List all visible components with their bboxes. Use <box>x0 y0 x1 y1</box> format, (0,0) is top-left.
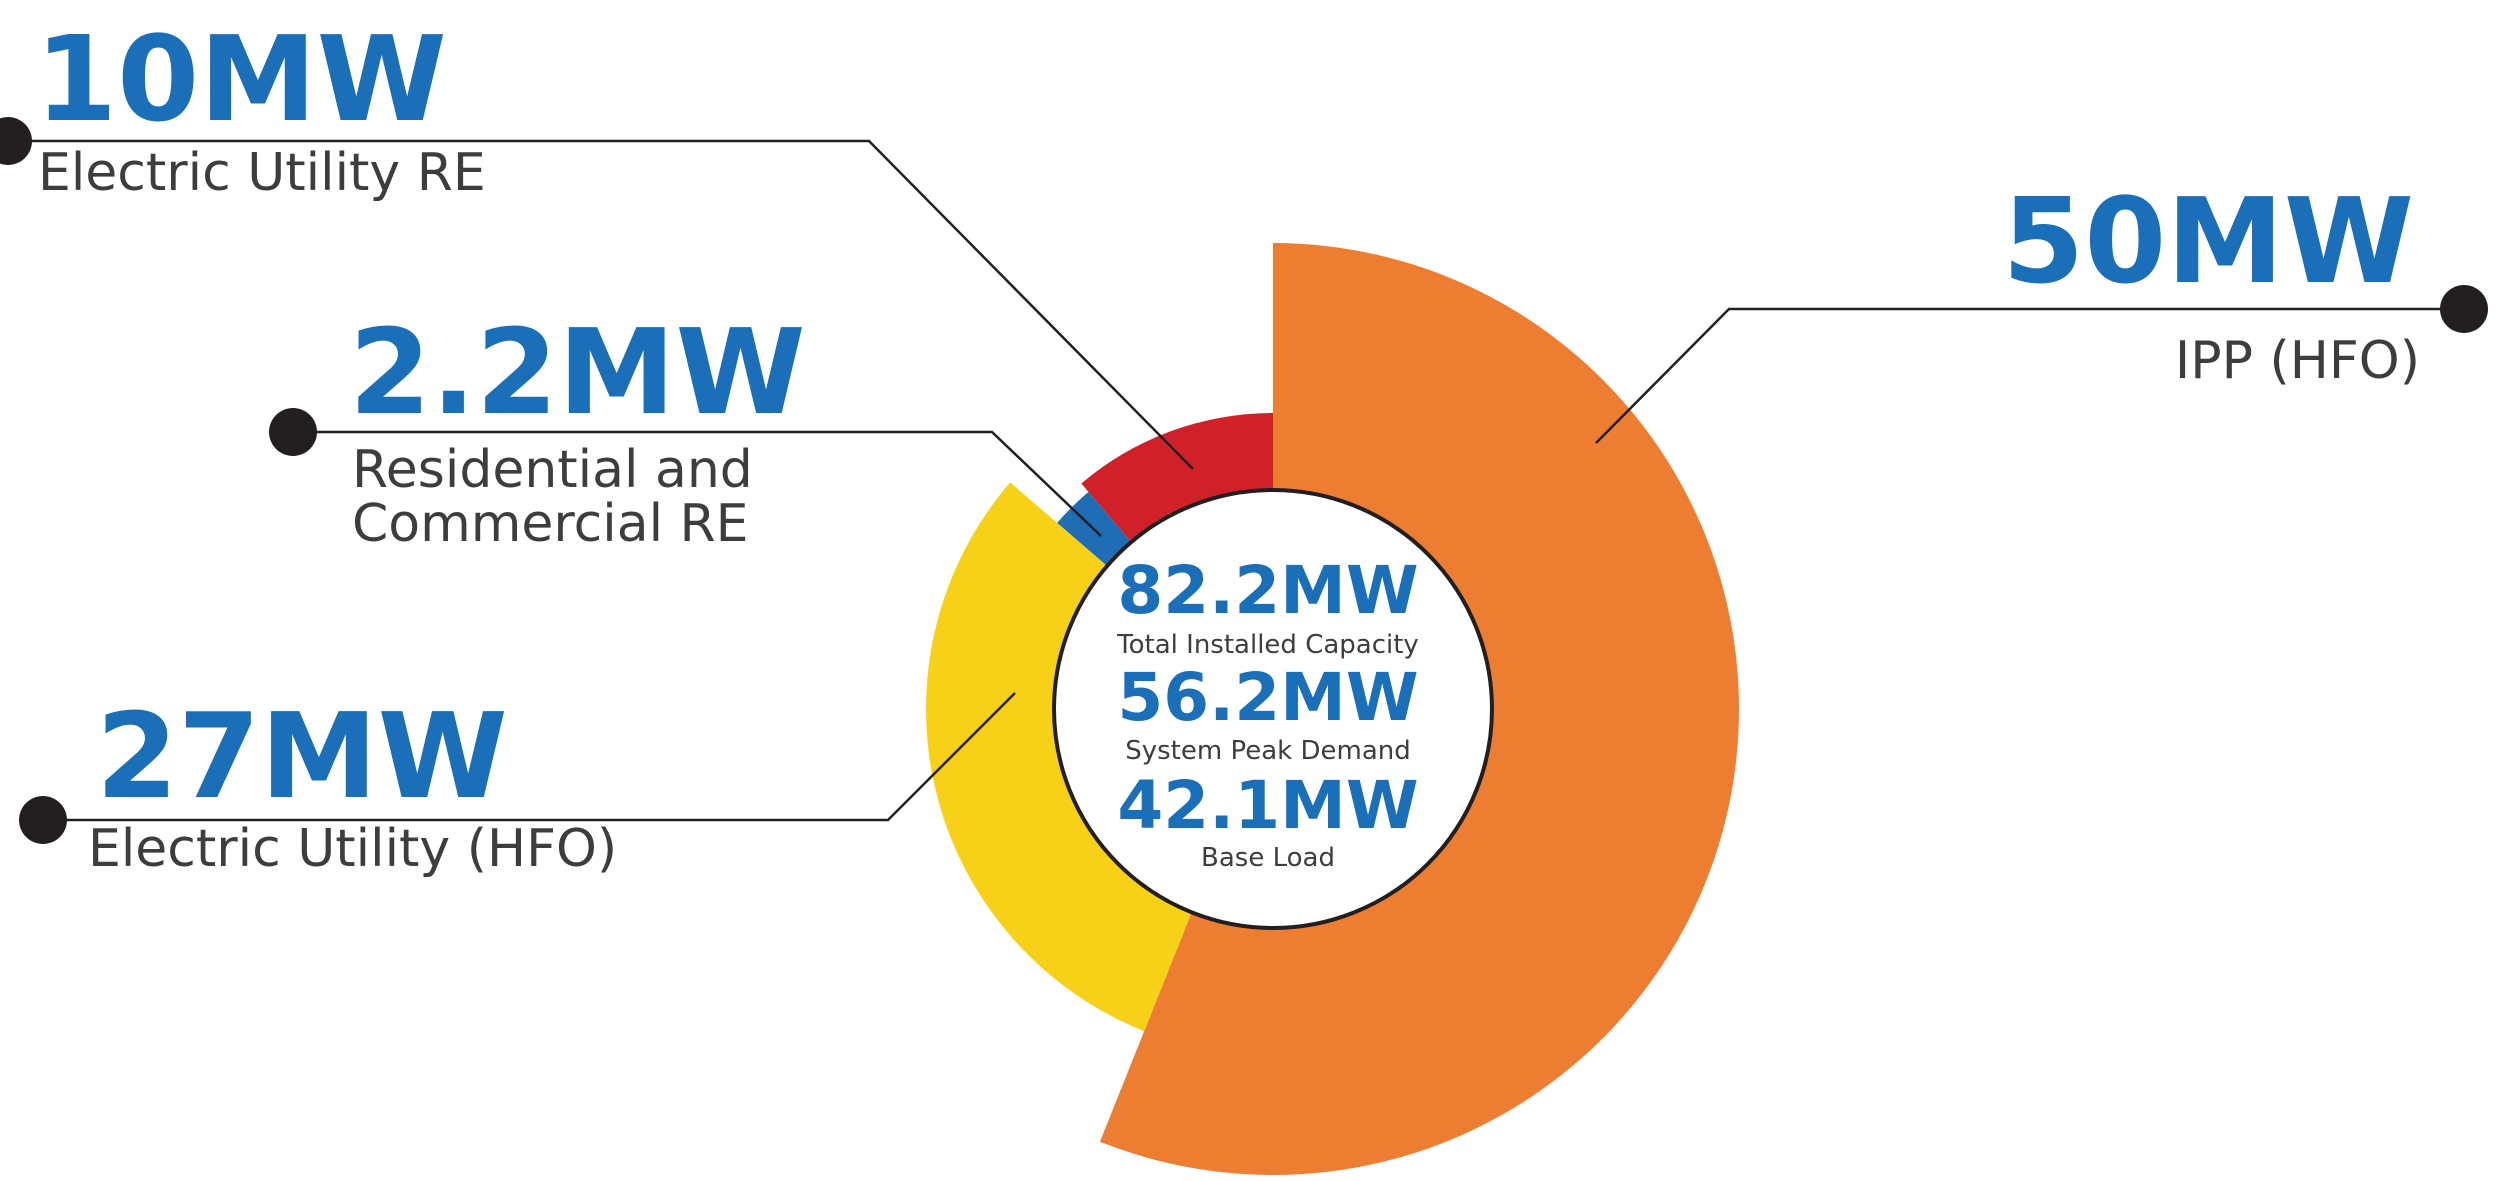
leader-dot <box>0 117 32 165</box>
value-label: 27MW <box>96 687 508 825</box>
value-label: 2.2MW <box>349 303 806 441</box>
category-label: Residential and Commercial RE <box>352 443 753 554</box>
value-label: 50MW <box>2002 172 2414 310</box>
leader-line <box>8 139 1194 470</box>
category-label-box: IPP (HFO) <box>2174 334 2420 391</box>
leader-dot <box>269 408 317 456</box>
leader-dot <box>2440 285 2488 333</box>
value-label: 10MW <box>35 10 447 148</box>
center-circle <box>1052 488 1494 930</box>
center-stat-value: 42.1MW <box>1117 767 1418 844</box>
center-stat-label: System Peak Demand <box>1125 736 1410 766</box>
leader-dot <box>19 796 67 844</box>
category-label: Electric Utility RE <box>38 146 486 203</box>
category-label-box: Electric Utility (HFO) <box>88 822 618 879</box>
category-label: Electric Utility (HFO) <box>88 822 618 879</box>
center-stat-value: 82.2MW <box>1117 552 1418 629</box>
leader-line <box>1595 307 2464 444</box>
category-label: IPP (HFO) <box>2174 334 2420 391</box>
leader-line <box>43 692 1016 822</box>
category-label-box: Residential and Commercial RE <box>352 443 753 554</box>
category-label-box: Electric Utility RE <box>38 146 486 203</box>
center-stat-label: Total Installed Capacity <box>1116 630 1419 660</box>
center-stat-value: 56.2MW <box>1117 659 1418 736</box>
center-stat-label: Base Load <box>1201 843 1335 873</box>
leader-line <box>293 430 1102 537</box>
